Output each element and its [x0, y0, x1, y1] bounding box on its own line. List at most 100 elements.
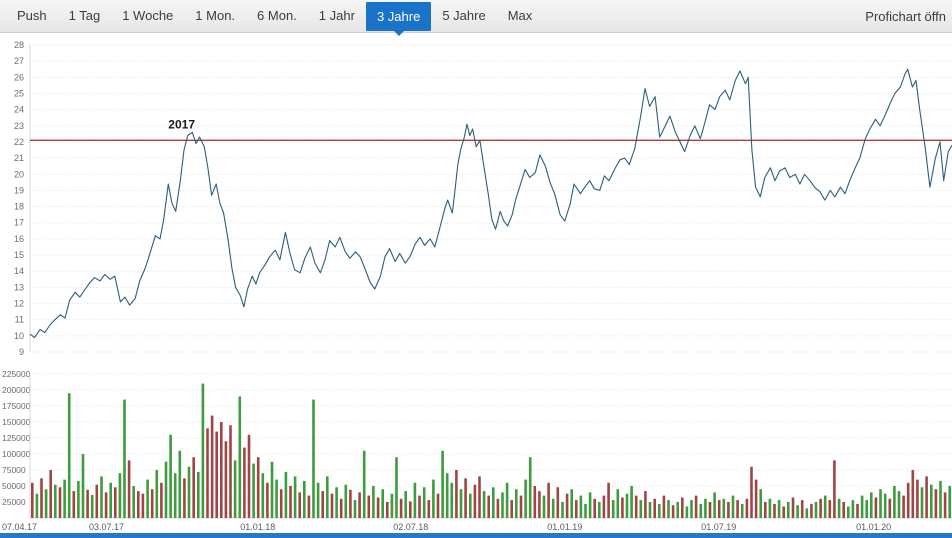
range-button-1-woche[interactable]: 1 Woche [111, 0, 184, 32]
volume-bar [814, 502, 818, 518]
volume-bar [570, 489, 573, 518]
volume-bar [395, 457, 398, 518]
volume-bar [598, 502, 601, 518]
range-button-push[interactable]: Push [6, 0, 58, 32]
volume-bar [740, 503, 744, 518]
range-button-max[interactable]: Max [497, 0, 544, 32]
volume-bar [252, 463, 255, 518]
range-button-label: 1 Jahr [318, 8, 355, 23]
volume-bar [418, 495, 421, 518]
volume-bar [173, 473, 177, 518]
volume-bar [293, 476, 297, 518]
volume-bar [538, 491, 541, 518]
volume-bar [893, 486, 896, 518]
range-button-1-jahr[interactable]: 1 Jahr [308, 0, 366, 32]
volume-bar [837, 498, 841, 518]
volume-bar [685, 506, 689, 518]
price-y-tick-label: 9 [19, 347, 24, 357]
volume-bar [104, 492, 108, 518]
volume-y-tick-label: 125000 [2, 433, 31, 443]
volume-bar [256, 457, 260, 518]
volume-bar [224, 441, 228, 518]
volume-y-tick-label: 100000 [2, 449, 31, 459]
volume-bar [459, 489, 463, 518]
x-tick-label: 07.04.17 [2, 522, 37, 532]
volume-bar [930, 484, 933, 518]
volume-bar [524, 479, 527, 518]
range-button-3-jahre[interactable]: 3 Jahre [365, 1, 432, 36]
open-profichart-link[interactable]: Profichart öffn [865, 8, 946, 24]
volume-bar [810, 503, 813, 518]
price-y-tick-label: 11 [15, 315, 24, 325]
volume-bar [469, 493, 472, 518]
volume-bar [616, 489, 620, 518]
volume-bar [450, 482, 454, 518]
volume-bar [625, 493, 629, 518]
volume-bar [920, 487, 924, 518]
volume-bar [298, 492, 301, 518]
volume-bar [160, 482, 163, 518]
volume-bar [362, 450, 366, 518]
volume-bar [671, 505, 675, 518]
range-button-label: 1 Tag [68, 8, 101, 23]
price-y-tick-label: 23 [14, 121, 24, 131]
range-button-label: Max [507, 8, 533, 23]
volume-bar [542, 495, 546, 518]
volume-bar [579, 495, 583, 518]
volume-bar [169, 434, 172, 518]
volume-bar [630, 486, 633, 518]
volume-y-tick-label: 50000 [2, 481, 26, 491]
volume-bar [178, 450, 182, 518]
range-button-5-jahre[interactable]: 5 Jahre [431, 0, 496, 32]
chart-horizontal-scrollbar[interactable] [0, 533, 952, 538]
volume-bar [372, 486, 375, 518]
volume-bar [201, 383, 205, 518]
volume-bar [731, 495, 735, 518]
price-y-tick-label: 27 [14, 56, 24, 66]
volume-bar [303, 480, 306, 518]
volume-bar [501, 492, 504, 518]
volume-bar [805, 508, 809, 518]
volume-bar [330, 493, 334, 518]
volume-y-tick-label: 25000 [2, 497, 26, 507]
volume-bar [349, 489, 352, 518]
volume-bar [238, 396, 242, 518]
range-button-1-tag[interactable]: 1 Tag [58, 0, 112, 32]
volume-bar [833, 460, 836, 518]
volume-bar [358, 492, 361, 518]
volume-bar [432, 479, 435, 518]
chart-area[interactable]: 9 10 11 12 13 14 15 16 17 18 19 20 21 22 23 24 25 26 27 28 2… [0, 33, 952, 533]
volume-bar [865, 500, 868, 518]
volume-bar [229, 425, 232, 518]
price-y-tick-label: 16 [14, 234, 24, 244]
volume-bar [750, 466, 753, 518]
volume-bar [897, 491, 901, 518]
range-button-1-mon[interactable]: 1 Mon. [184, 0, 246, 32]
range-button-label: 6 Mon. [257, 8, 297, 23]
volume-bar [35, 493, 39, 518]
range-button-6-mon[interactable]: 6 Mon. [246, 0, 308, 32]
chart-svg[interactable]: 9 10 11 12 13 14 15 16 17 18 19 20 21 22 23 24 25 26 27 28 2… [0, 33, 952, 533]
volume-bar [828, 500, 832, 518]
volume-bar [777, 500, 781, 518]
price-y-tick-label: 25 [14, 88, 24, 98]
volume-bar [399, 498, 403, 518]
x-tick-label: 01.01.18 [240, 522, 275, 532]
volume-bar [155, 470, 159, 518]
volume-bar [197, 471, 200, 518]
volume-bar [870, 492, 873, 518]
volume-bar [58, 487, 62, 518]
range-button-label: 3 Jahre [376, 8, 421, 24]
volume-bar [123, 399, 126, 518]
volume-bar [879, 489, 882, 518]
volume-y-tick-label: 200000 [2, 385, 31, 395]
volume-bar [906, 482, 910, 518]
volume-y-tick-label: 150000 [2, 417, 31, 427]
volume-bar [528, 457, 532, 518]
volume-bar [381, 489, 384, 518]
volume-bar [943, 492, 947, 518]
volume-bar [690, 500, 693, 518]
volume-bar [902, 495, 905, 518]
volume-bar [413, 482, 417, 518]
